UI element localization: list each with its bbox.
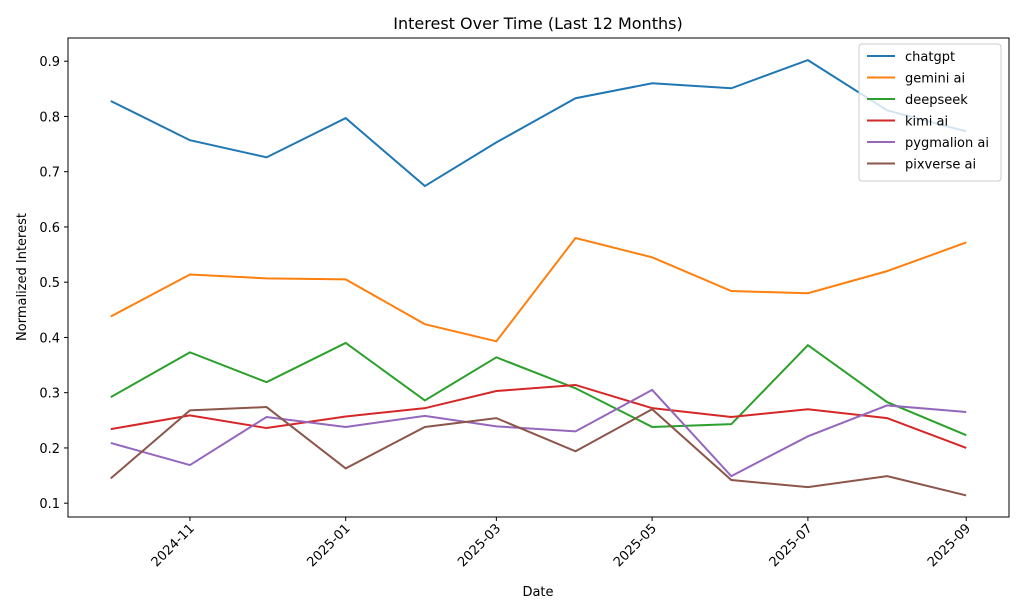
line-series [110, 388, 967, 478]
y-tick-label: 0.7 [39, 166, 60, 181]
x-tick-label: 2025-05 [611, 521, 660, 570]
y-tick-label: 0.4 [39, 331, 60, 346]
y-tick-label: 0.9 [39, 55, 60, 70]
legend-label: deepseek [905, 93, 968, 108]
legend-label: pixverse ai [905, 158, 976, 173]
x-tick-label: 2024-11 [149, 521, 198, 570]
line-series [110, 341, 967, 437]
x-axis-label: Date [522, 585, 553, 600]
line-series [110, 406, 967, 497]
plot-frame [67, 37, 1010, 518]
legend-label: gemini ai [905, 72, 965, 87]
y-tick-label: 0.6 [39, 221, 60, 236]
line-series [110, 236, 967, 343]
legend-label: pygmalion ai [905, 136, 989, 151]
y-tick-label: 0.1 [39, 497, 60, 512]
y-tick-label: 0.5 [39, 276, 60, 291]
y-tick-label: 0.2 [39, 442, 60, 457]
legend-label: chatgpt [905, 50, 955, 65]
line-series [110, 383, 967, 449]
y-axis-label: Normalized Interest [15, 213, 30, 341]
x-tick-label: 2025-01 [305, 521, 354, 570]
chart-title: Interest Over Time (Last 12 Months) [393, 14, 682, 33]
x-tick-label: 2025-03 [455, 521, 504, 570]
legend-label: kimi ai [905, 115, 948, 130]
y-tick-label: 0.3 [39, 387, 60, 402]
x-tick-label: 2025-09 [925, 521, 974, 570]
line-series [110, 58, 967, 188]
y-tick-label: 0.8 [39, 110, 60, 125]
x-tick-label: 2025-07 [767, 521, 816, 570]
legend: chatgpt gemini ai deepseek kimi ai pygmalion… [858, 43, 1002, 182]
